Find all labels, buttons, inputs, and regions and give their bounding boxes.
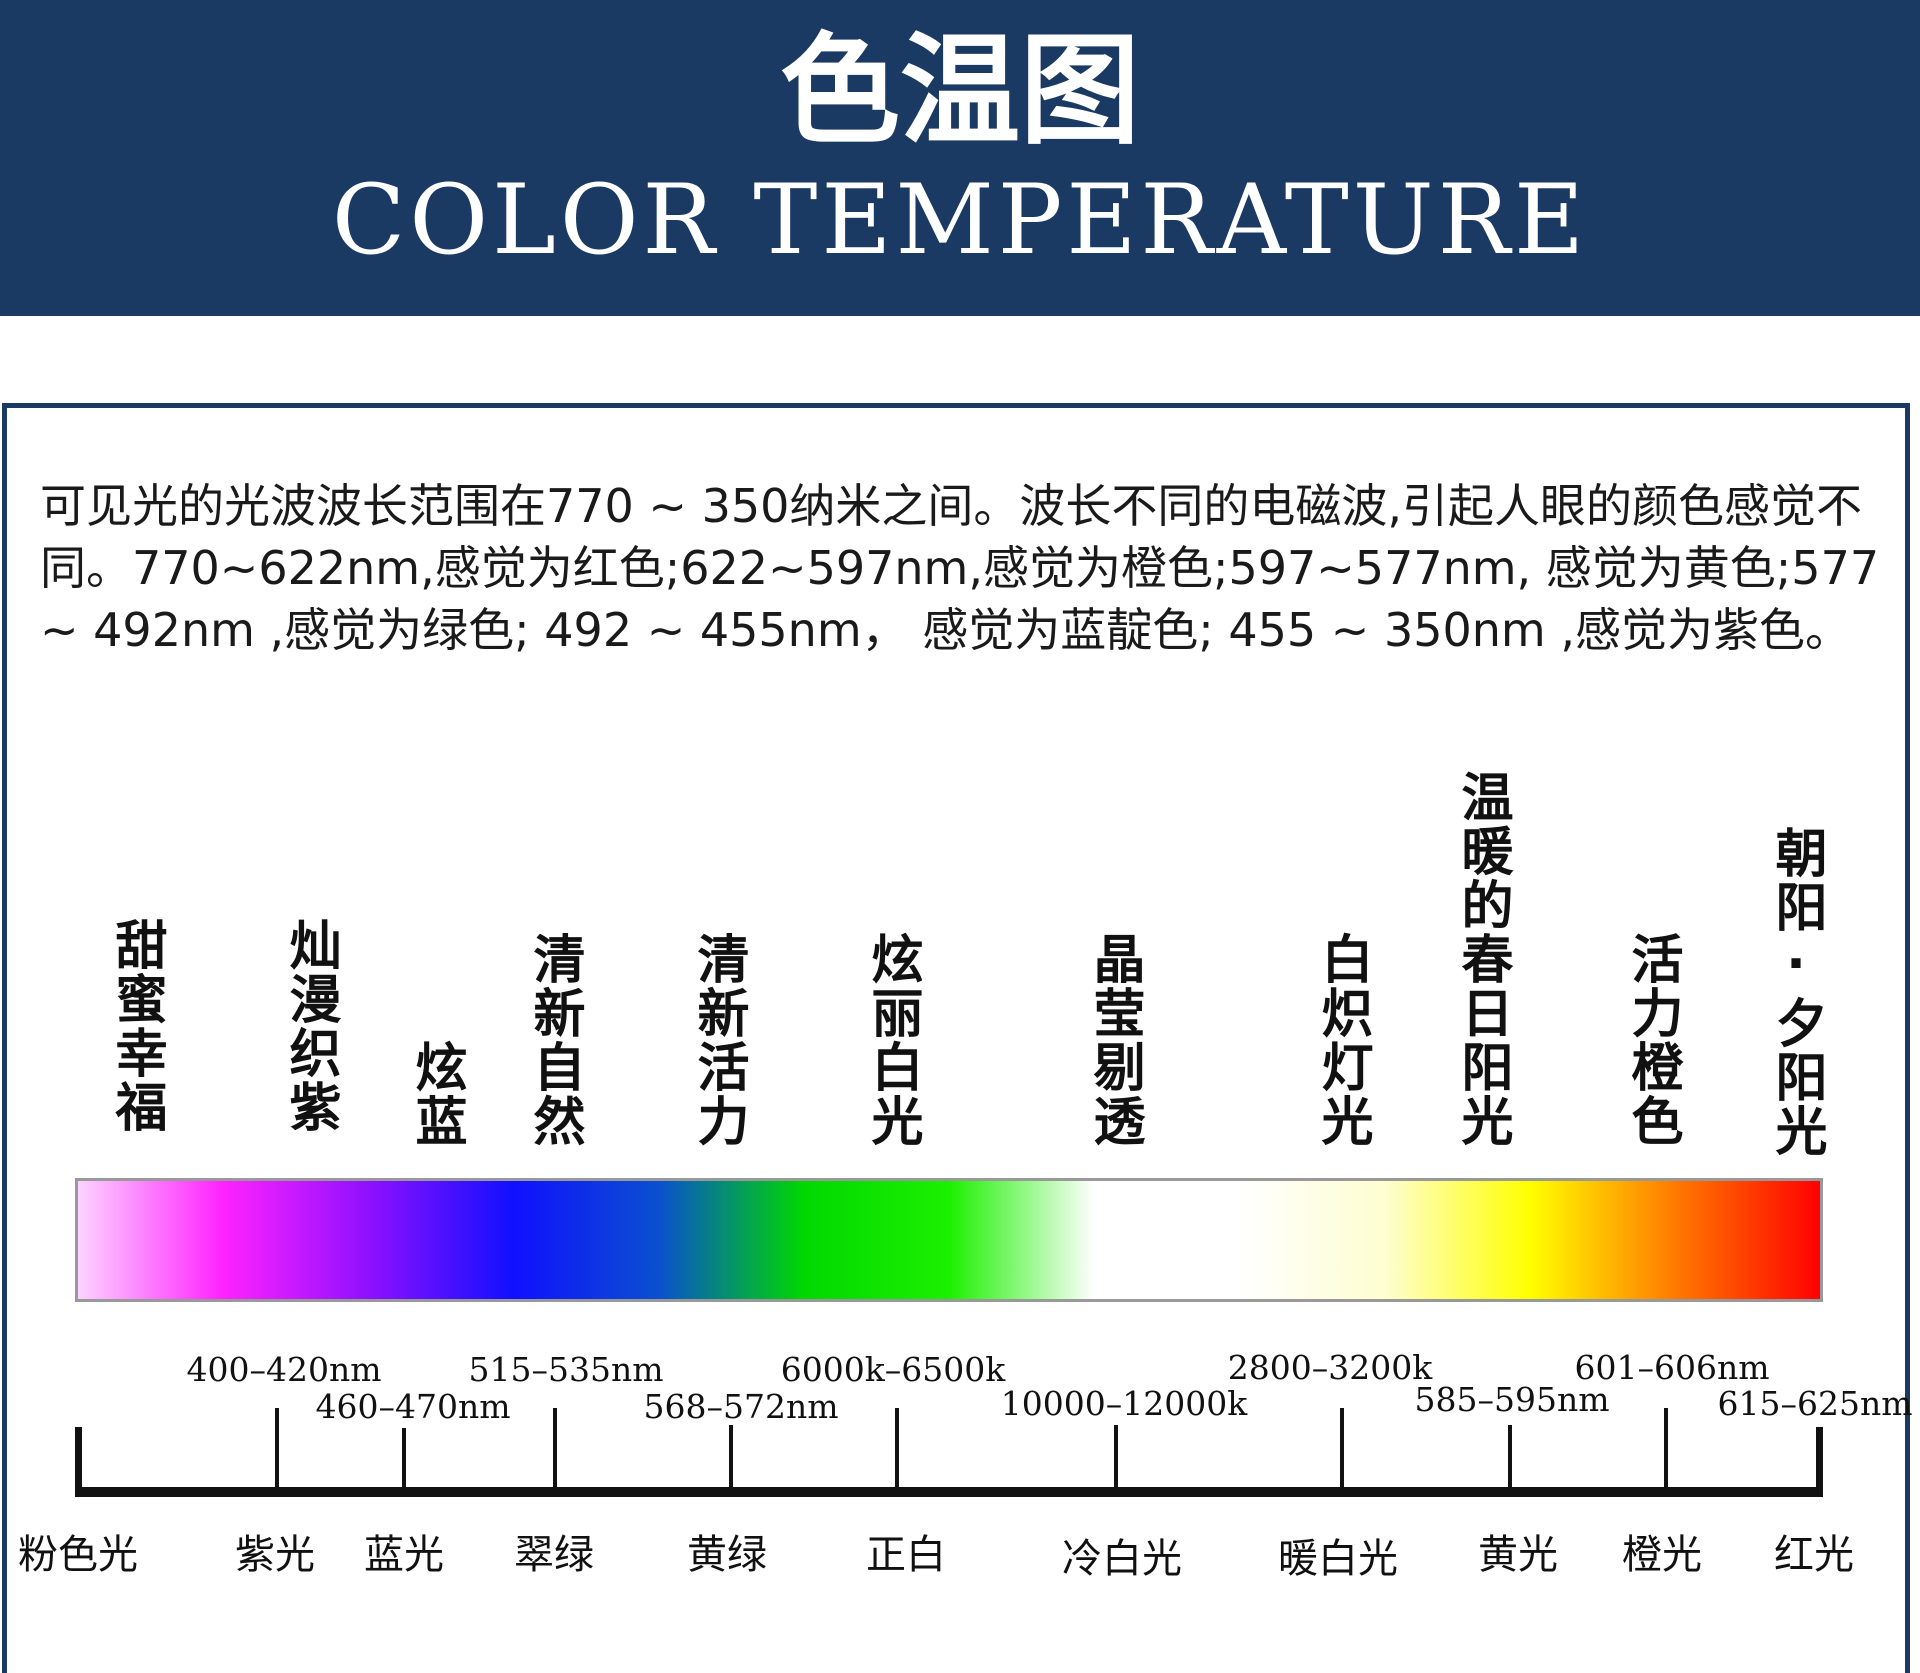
mood-label-crystal: 晶莹剔透 (1084, 932, 1144, 1148)
range-label-warm-white: 2800–3200k (1227, 1348, 1433, 1387)
light-name-cool-white: 冷白光 (1062, 1536, 1182, 1582)
axis-tick (553, 1408, 557, 1489)
mood-label-sweet: 甜蜜幸福 (106, 918, 166, 1134)
range-label-violet: 400–420nm (186, 1350, 382, 1389)
mood-label-fresh-vital: 清新活力 (688, 932, 748, 1148)
axis-tick (1114, 1425, 1118, 1489)
light-name-violet: 紫光 (235, 1532, 315, 1578)
light-name-warm-white: 暖白光 (1278, 1536, 1398, 1582)
mood-label-white: 炫丽白光 (862, 932, 922, 1148)
mood-label-sunrise: 朝阳·夕阳光 (1766, 826, 1826, 1158)
title-english: COLOR TEMPERATURE (331, 164, 1589, 276)
light-name-emerald: 翠绿 (514, 1532, 594, 1578)
mood-label-fresh-nature: 清新自然 (524, 932, 584, 1148)
axis-tick (1340, 1408, 1344, 1489)
axis-tick (1664, 1408, 1668, 1489)
range-label-red: 615–625nm (1717, 1384, 1913, 1423)
light-name-yellow: 黄光 (1478, 1532, 1558, 1578)
description-text: 可见光的光波波长范围在770 ~ 350纳米之间。波长不同的电磁波,引起人眼的颜… (40, 479, 1880, 657)
range-label-yellowgreen: 568–572nm (643, 1387, 839, 1426)
range-label-orange: 601–606nm (1574, 1348, 1770, 1387)
light-name-orange: 橙光 (1622, 1532, 1702, 1578)
spectrum-gradient-bar (75, 1178, 1823, 1302)
mood-label-incandescent: 白炽灯光 (1312, 932, 1372, 1148)
range-label-cool-white: 10000–12000k (1000, 1384, 1248, 1423)
axis-tick (895, 1408, 899, 1489)
mood-label-blue: 炫蓝 (406, 1040, 466, 1148)
axis-tick (275, 1408, 279, 1489)
mood-label-orange: 活力橙色 (1622, 932, 1682, 1148)
light-name-red: 红光 (1774, 1532, 1854, 1578)
header-banner (0, 0, 1920, 316)
scale-axis-line (75, 1487, 1823, 1497)
mood-label-purple: 灿漫织紫 (280, 918, 340, 1134)
axis-tick (402, 1428, 406, 1489)
range-label-emerald: 515–535nm (468, 1350, 664, 1389)
title-chinese: 色温图 (780, 22, 1140, 161)
light-name-white: 正白 (866, 1532, 946, 1578)
range-label-white: 6000k–6500k (780, 1350, 1006, 1389)
light-name-pink: 粉色光 (18, 1532, 138, 1578)
content-panel (2, 403, 1910, 1673)
axis-tick (1508, 1425, 1512, 1489)
axis-tick (75, 1427, 82, 1489)
range-label-yellow: 585–595nm (1414, 1380, 1610, 1419)
light-name-yellowgreen: 黄绿 (687, 1532, 767, 1578)
light-name-blue: 蓝光 (364, 1532, 444, 1578)
mood-label-spring-sun: 温暖的春日阳光 (1452, 770, 1512, 1148)
range-label-blue: 460–470nm (315, 1387, 511, 1426)
axis-tick (1816, 1427, 1823, 1489)
axis-tick (729, 1425, 733, 1489)
